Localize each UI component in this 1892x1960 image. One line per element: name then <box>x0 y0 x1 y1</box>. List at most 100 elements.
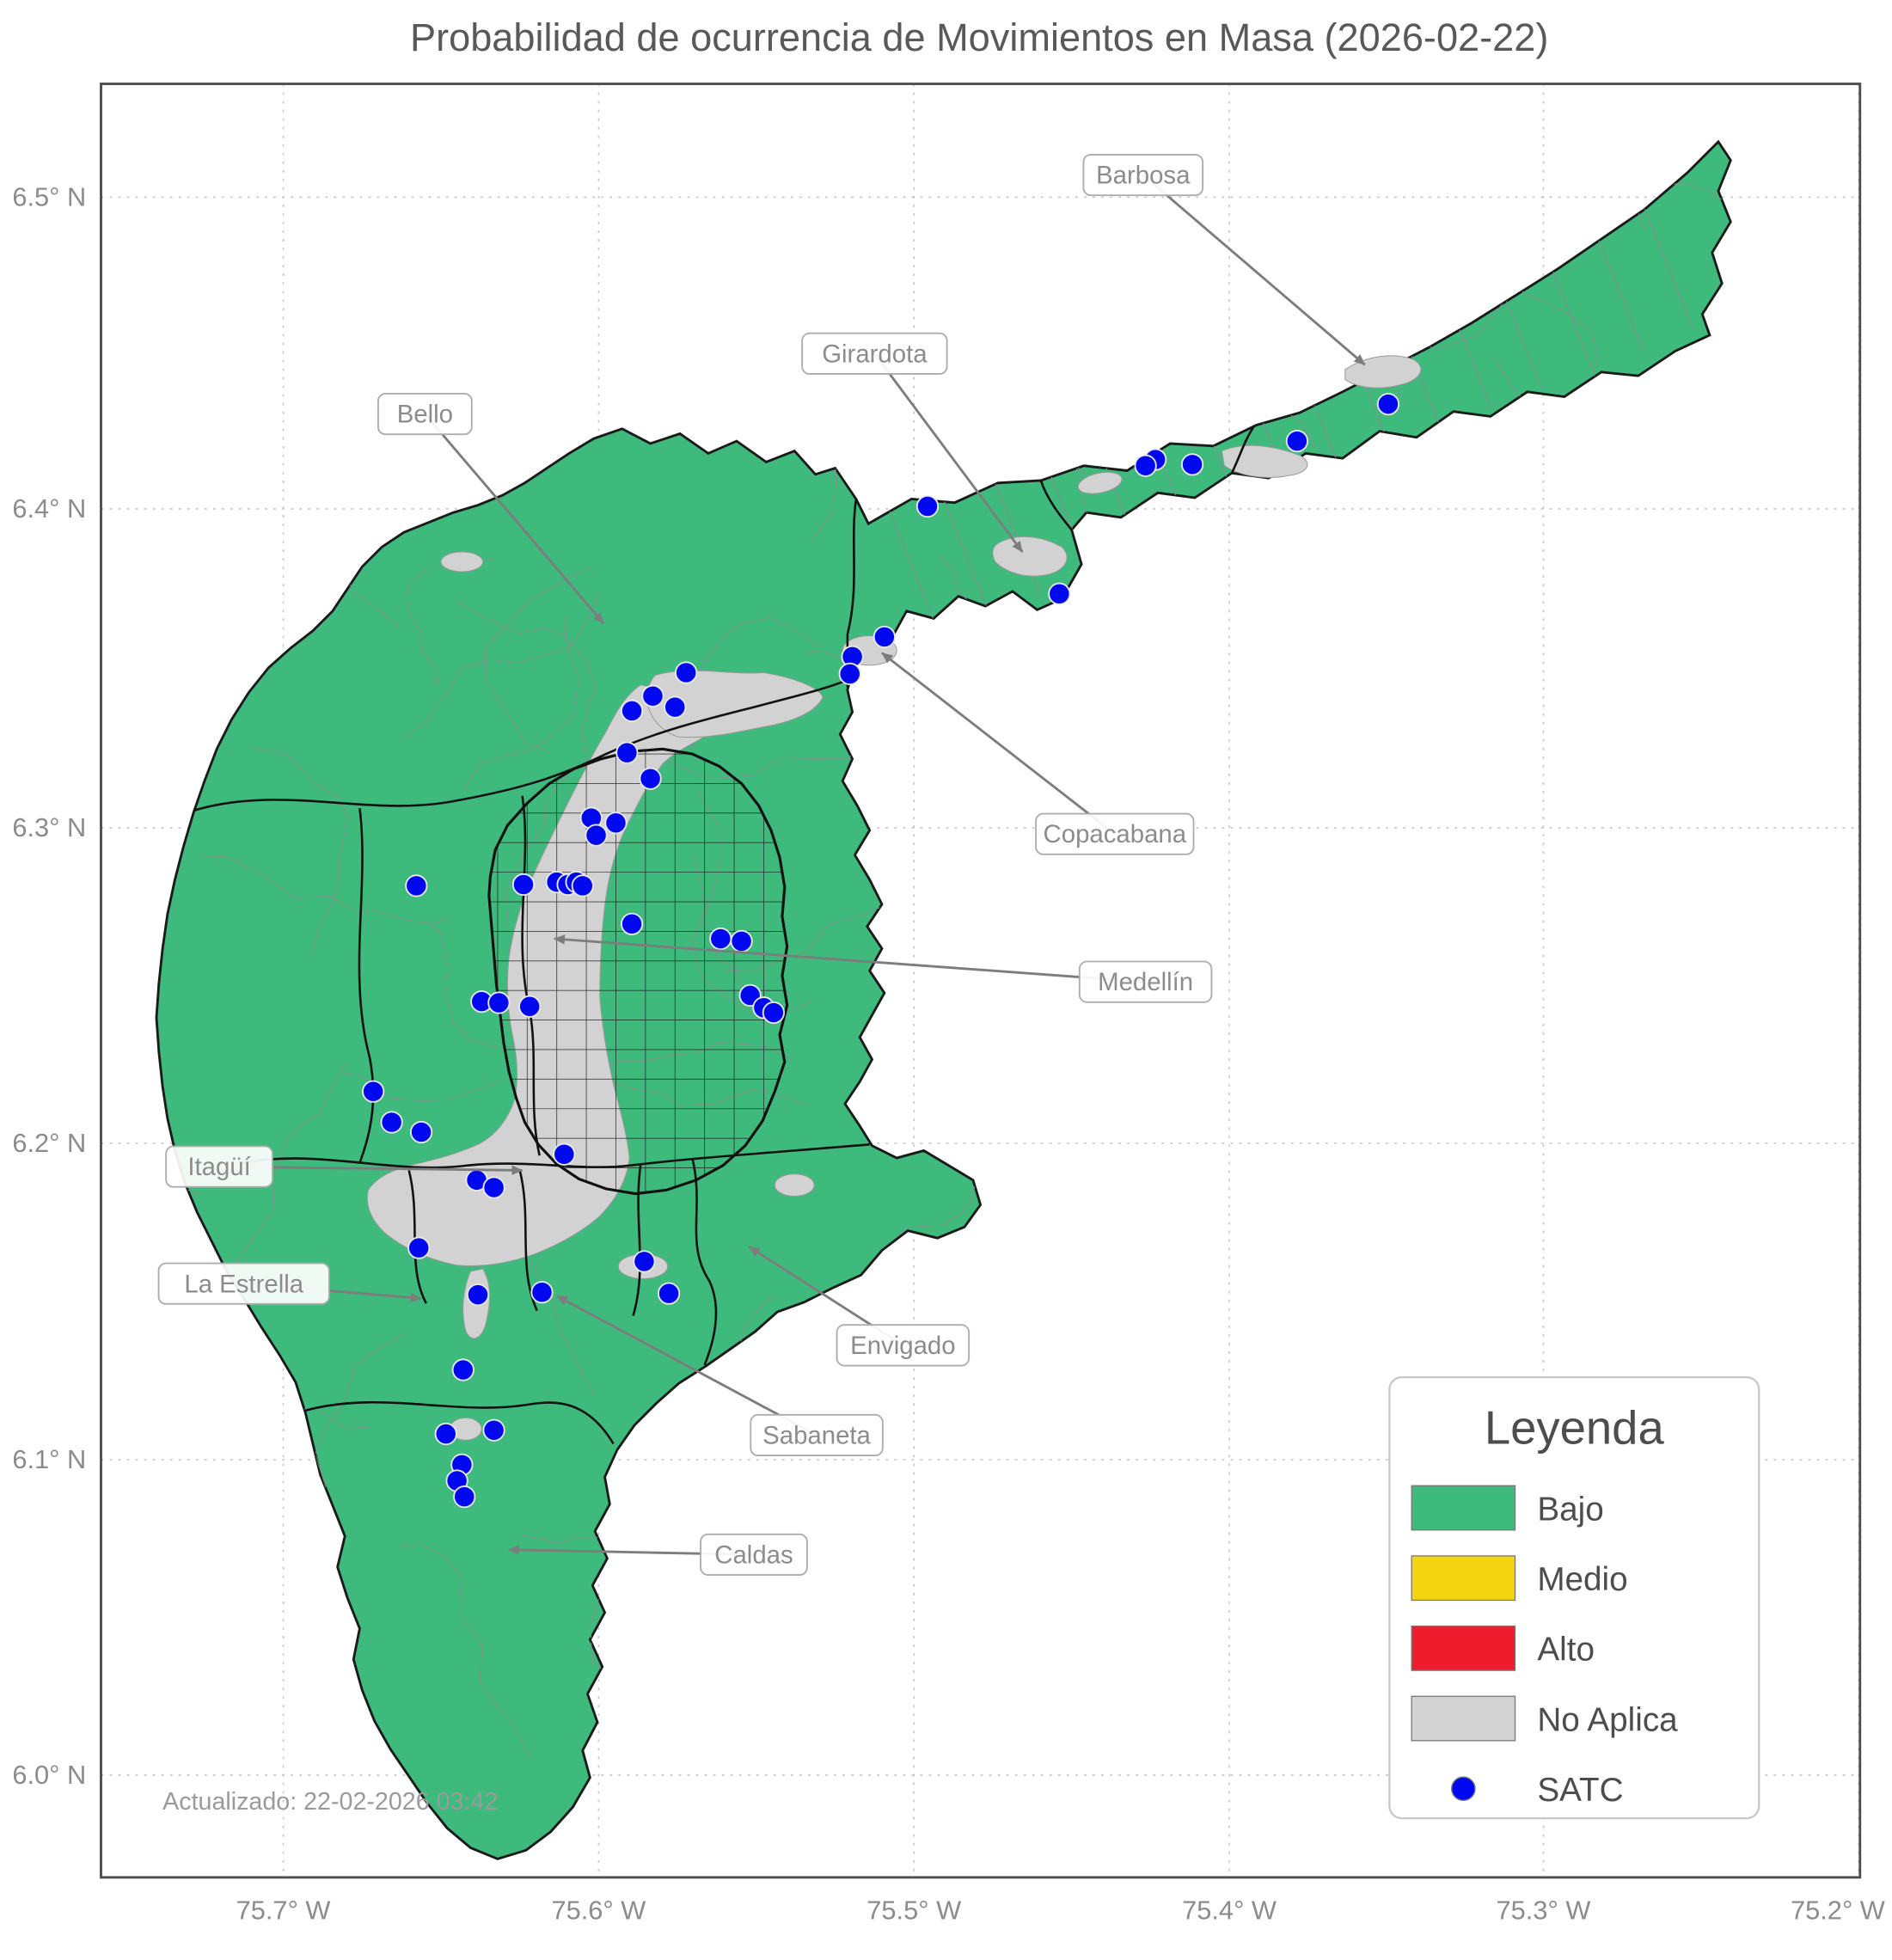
annotation-box <box>1035 812 1195 855</box>
satc-station-dot <box>482 1176 505 1199</box>
border-west-1 <box>358 807 375 1164</box>
annotation-box <box>1082 153 1204 197</box>
annotation-arrow <box>556 1295 817 1436</box>
annotation-laestrella: La Estrella <box>157 1262 330 1305</box>
stream-line <box>184 856 450 924</box>
satc-station-dot <box>1134 454 1157 477</box>
border-sabaneta <box>632 1165 642 1316</box>
satc-station-dot <box>518 995 542 1018</box>
legend-swatch-medio <box>1411 1555 1516 1602</box>
annotation-envigado: Envigado <box>836 1324 970 1367</box>
legend-swatch-alto <box>1411 1625 1516 1671</box>
annotation-girardota: Girardota <box>801 332 948 375</box>
annotation-label: Caldas <box>714 1540 793 1569</box>
satc-markers <box>362 392 1400 1509</box>
annotation-barbosa: Barbosa <box>1082 153 1204 197</box>
annotation-box <box>1078 960 1213 1003</box>
satc-station-dot <box>838 662 861 686</box>
stream-line <box>220 1063 346 1278</box>
border-copacabana-girardota <box>1039 480 1073 531</box>
annotation-box <box>750 1413 884 1457</box>
satc-station-dot <box>362 1080 385 1103</box>
satc-station-dot <box>585 824 608 847</box>
annotation-arrow <box>554 934 1146 983</box>
legend-item-label: Medio <box>1537 1561 1627 1598</box>
satc-station-dot <box>487 991 511 1014</box>
axis-tick-labels: 75.7° W 75.6° W 75.5° W 75.4° W 75.3° W 75.2°… <box>12 181 1885 1925</box>
x-tick-label: 75.5° W <box>866 1896 961 1926</box>
satc-station-dot <box>409 1120 433 1144</box>
satc-station-dot <box>1180 453 1204 476</box>
satc-station-dot <box>571 874 594 897</box>
annotation-label: Barbosa <box>1096 162 1191 190</box>
border-caldas <box>305 1400 615 1445</box>
satc-station-dot <box>1048 582 1071 605</box>
satc-station-dot <box>915 494 940 518</box>
annotation-box <box>836 1324 970 1367</box>
x-tick-label: 75.3° W <box>1497 1896 1591 1926</box>
y-tick-label: 6.4° N <box>12 493 86 524</box>
annotation-label: Envigado <box>850 1332 955 1360</box>
x-tick-label: 75.2° W <box>1791 1896 1885 1926</box>
border-medellin-south <box>241 1143 870 1169</box>
satc-station-dot <box>633 1250 656 1273</box>
no-aplica-arm-1 <box>1077 471 1123 494</box>
satc-station-dot <box>405 874 428 897</box>
x-tick-label: 75.6° W <box>551 1896 646 1926</box>
satc-station-dot <box>615 741 639 764</box>
x-tick-label: 75.7° W <box>236 1896 331 1926</box>
y-tick-label: 6.2° N <box>12 1128 86 1158</box>
satc-station-dot <box>675 661 698 684</box>
border-envigado-sabaneta <box>691 1157 718 1366</box>
satc-station-dot <box>604 812 628 835</box>
annotation-label: La Estrella <box>184 1270 303 1298</box>
satc-station-dot <box>1285 429 1309 453</box>
annotation-box <box>165 1145 273 1188</box>
annotations: Barbosa Girardota Bello Copacabana Medellín I… <box>157 153 1366 1577</box>
legend-item-label: No Aplica <box>1537 1701 1678 1738</box>
satc-station-dot <box>620 912 644 935</box>
x-tick-label: 75.4° W <box>1182 1896 1277 1926</box>
border-girardota-barbosa <box>1230 426 1255 474</box>
annotation-label: Bello <box>397 401 453 429</box>
legend-item-label: SATC <box>1537 1772 1623 1809</box>
annotation-label: Itagüí <box>187 1153 251 1181</box>
satc-station-dot <box>466 1283 490 1307</box>
stream-line <box>401 1542 531 1758</box>
y-tick-label: 6.1° N <box>12 1444 86 1474</box>
y-tick-label: 6.3° N <box>12 812 86 842</box>
urban-comuna-mesh <box>488 749 787 1194</box>
satc-station-dot <box>620 699 644 723</box>
annotation-arrow <box>881 652 1116 836</box>
no-aplica-arm-2 <box>1221 444 1308 478</box>
no-aplica-bello-north <box>440 551 484 573</box>
satc-station-dot <box>730 929 753 952</box>
no-aplica-girardota <box>992 536 1068 577</box>
legend-title: Leyenda <box>1485 1402 1665 1455</box>
annotation-caldas: Caldas <box>700 1533 808 1577</box>
stream-line <box>695 788 742 987</box>
satc-station-dot <box>453 1485 476 1509</box>
annotation-bello: Bello <box>377 392 473 436</box>
legend-point-satc <box>1451 1776 1476 1802</box>
annotation-box <box>801 332 948 375</box>
satc-station-dot <box>657 1282 681 1305</box>
legend-item-label: Bajo <box>1537 1491 1603 1528</box>
satc-station-dot <box>451 1358 475 1381</box>
satc-station-dot <box>641 684 664 707</box>
satc-station-dot <box>530 1281 554 1304</box>
annotation-box <box>157 1262 330 1305</box>
annotation-label: Copacabana <box>1044 820 1187 848</box>
annotation-box <box>700 1533 808 1577</box>
annotation-arrow <box>873 352 1024 553</box>
y-tick-label: 6.5° N <box>12 181 86 211</box>
stream-line <box>484 566 594 752</box>
stream-line <box>252 746 349 958</box>
satc-station-dot <box>709 927 732 951</box>
stream-line <box>570 1081 810 1106</box>
satc-station-dot <box>1376 392 1400 416</box>
satc-station-dot <box>762 1001 785 1025</box>
vereda-line <box>1635 186 1693 328</box>
satc-station-dot <box>873 625 896 649</box>
